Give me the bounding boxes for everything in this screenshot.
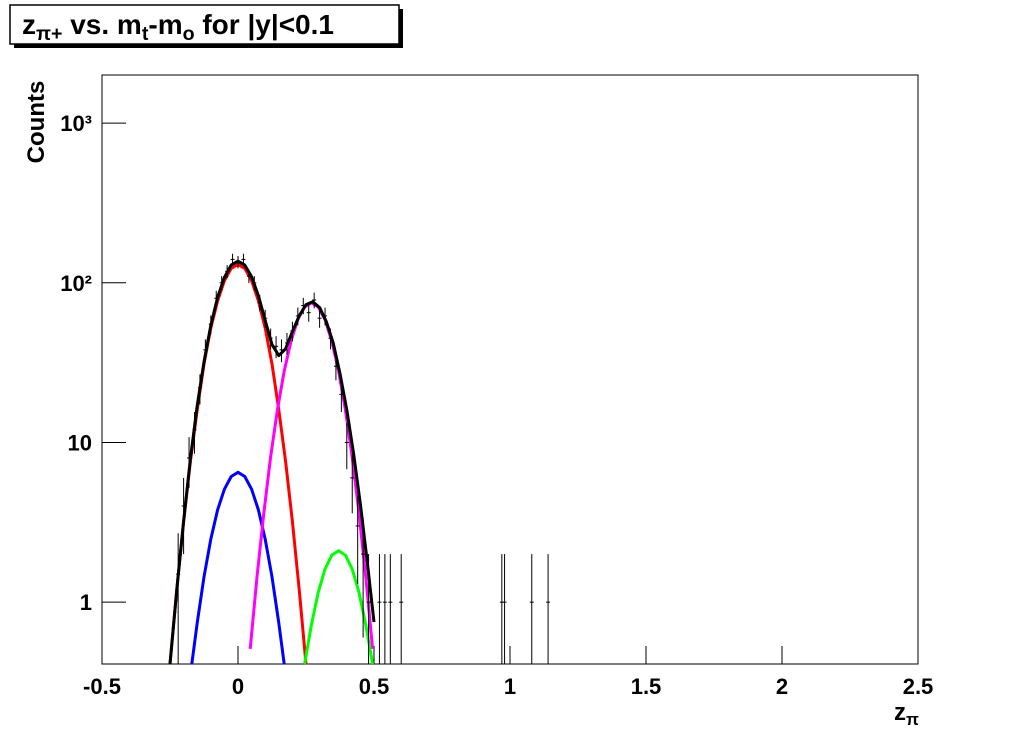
x-tick-label: 1.5 — [631, 674, 662, 699]
text-part: z — [894, 699, 906, 726]
text-part: π — [906, 710, 919, 729]
x-tick-label: 0 — [232, 674, 244, 699]
x-tick-label: 1 — [504, 674, 516, 699]
text-part: -m — [148, 9, 182, 40]
y-tick-label: 10² — [60, 271, 92, 296]
fit-curve — [303, 549, 375, 665]
y-tick-label: 10 — [68, 430, 92, 455]
fit-curve — [190, 470, 286, 665]
text-part: vs. m — [62, 9, 141, 40]
text-part: o — [183, 23, 195, 45]
fit-curve — [168, 259, 376, 665]
y-tick-label: 10³ — [60, 111, 92, 136]
x-tick-label: 2 — [776, 674, 788, 699]
x-axis-label: zπ — [894, 699, 919, 729]
chart-title: zπ+ vs. mt-mo for |y|<0.1 — [22, 9, 334, 45]
x-tick-label: -0.5 — [83, 674, 121, 699]
title-box — [9, 4, 400, 45]
y-axis-label: Counts — [23, 81, 50, 164]
text-part: z — [22, 9, 36, 40]
x-tick-label: 0.5 — [359, 674, 390, 699]
y-tick-label: 1 — [80, 590, 92, 615]
text-part: π+ — [36, 23, 62, 45]
text-part: for |y|<0.1 — [195, 9, 334, 40]
text-part: t — [142, 23, 149, 45]
x-tick-label: 2.5 — [903, 674, 934, 699]
